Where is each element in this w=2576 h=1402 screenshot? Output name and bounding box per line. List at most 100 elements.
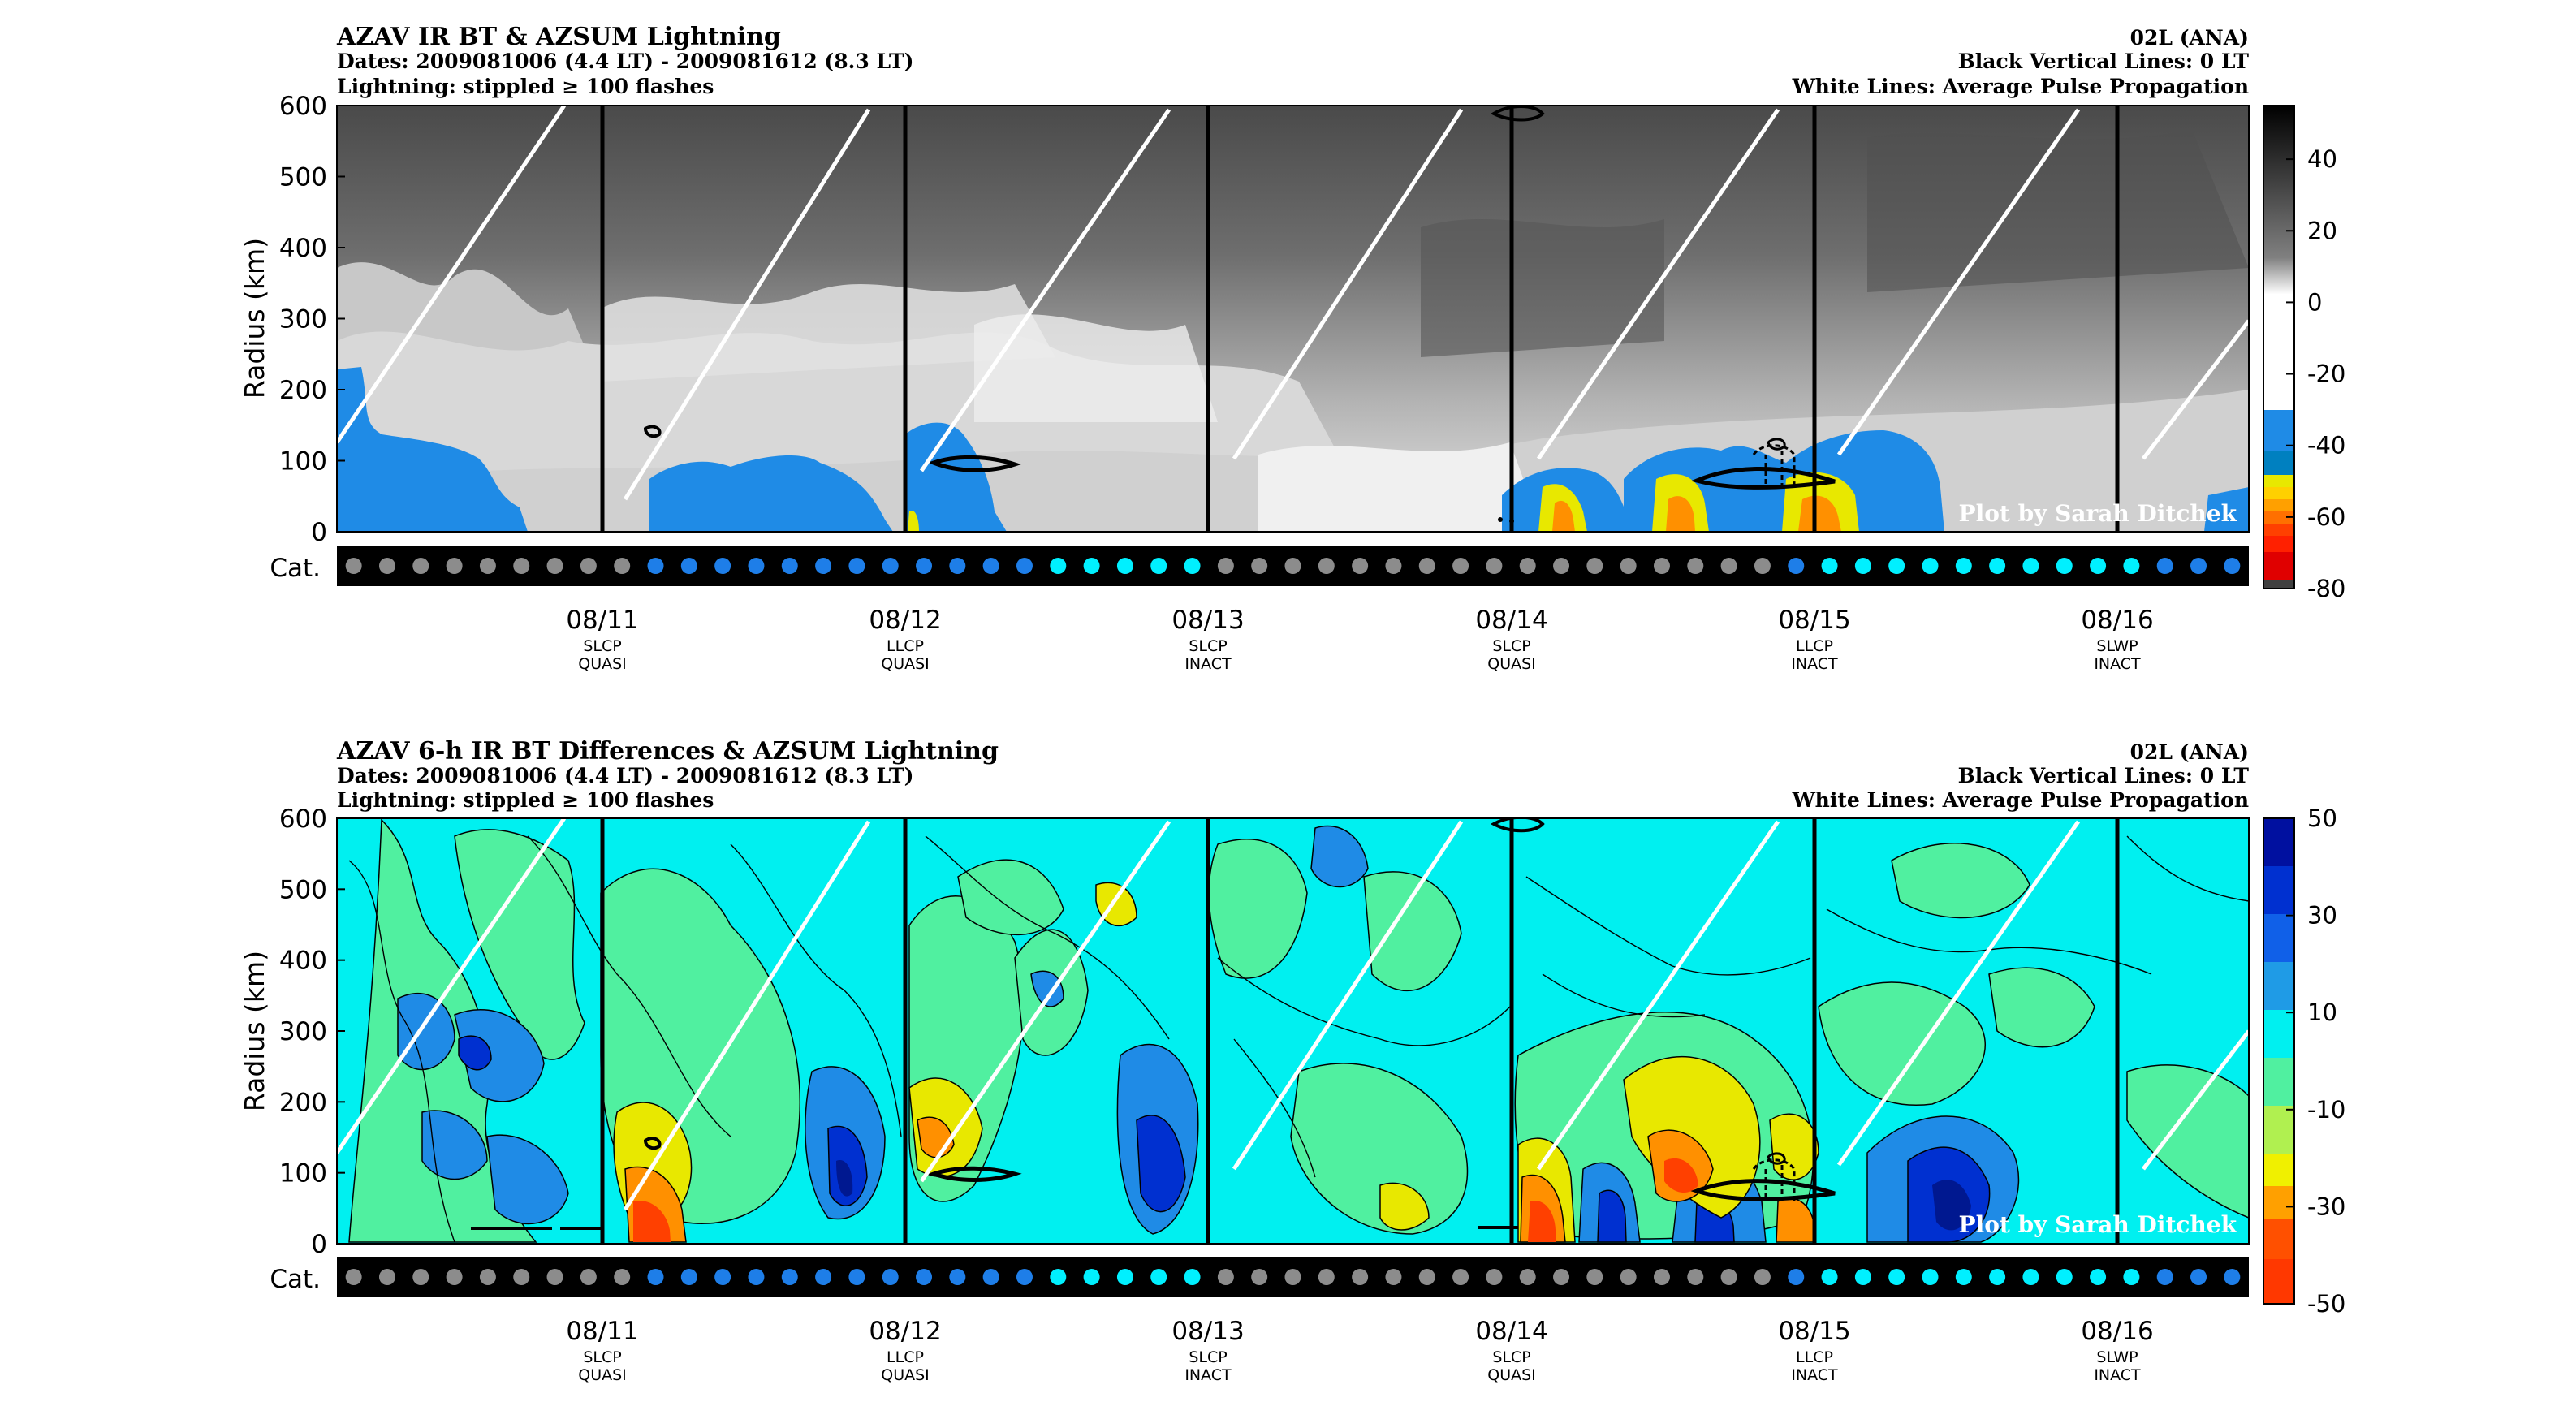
category-dot [748,558,765,574]
category-dot [580,1269,597,1285]
x-tick-activity: INACT [1184,1366,1232,1384]
category-dot [513,558,530,574]
category-dot [446,1269,463,1285]
category-dot [1016,558,1033,574]
category-dot [848,1269,865,1285]
category-dot [1352,1269,1369,1285]
category-dot [1922,558,1939,574]
x-tick-category: SLWP [2096,637,2138,655]
category-dot [1486,558,1503,574]
y-tick-label: 600 [279,805,327,834]
chart-storm-name: 02L (ANA) [2130,740,2249,764]
category-dot [1251,558,1268,574]
category-dots [345,1269,2241,1285]
category-dot [2090,1269,2107,1285]
category-dot [815,558,832,574]
category-dot [1720,1269,1737,1285]
category-dot [1720,558,1737,574]
category-dot [614,1269,631,1285]
colorbar-tick-label: 50 [2307,805,2337,832]
category-dot [2190,558,2207,574]
x-tick-date: 08/16 [2081,606,2153,635]
x-tick-activity: QUASI [881,655,930,673]
y-axis-label: Radius (km) [239,951,270,1111]
x-tick-category: SLCP [1492,637,1530,655]
category-dot [1788,1269,1805,1285]
x-tick-activity: INACT [2094,655,2141,673]
category-dot [345,1269,362,1285]
category-dot [714,1269,731,1285]
colorbar-tick-label: -10 [2307,1096,2345,1124]
chart-title: AZAV 6-h IR BT Differences & AZSUM Light… [336,737,999,766]
y-tick-label: 200 [279,376,327,405]
category-dot [1620,1269,1637,1285]
category-dot [1050,1269,1067,1285]
category-dot [1586,1269,1603,1285]
category-dot [1217,1269,1234,1285]
x-tick-activity: QUASI [1487,1366,1536,1384]
category-dot [479,558,496,574]
chart-legend-black-lines: Black Vertical Lines: 0 LT [1958,764,2250,787]
category-dot [1284,558,1301,574]
category-dot [1754,1269,1771,1285]
category-dot [1251,1269,1268,1285]
y-tick-label: 400 [279,947,327,976]
y-tick-label: 100 [279,447,327,477]
x-tick-category: SLCP [1189,1348,1227,1366]
category-dot [647,1269,664,1285]
x-tick-date: 08/11 [566,1317,638,1346]
category-dot [1116,558,1133,574]
credit-text: Plot by Sarah Ditchek [1959,500,2237,527]
x-tick-date: 08/15 [1778,606,1850,635]
y-tick-label: 400 [279,234,327,263]
x-tick-category: LLCP [1796,637,1833,655]
x-tick-category: LLCP [1796,1348,1833,1366]
x-tick-date: 08/14 [1475,606,1547,635]
category-dot [2022,1269,2039,1285]
colorbar: 50 30 10 -10 -30 -50 [2263,805,2345,1318]
x-tick-category: SLCP [1492,1348,1530,1366]
x-tick-date: 08/12 [869,1317,941,1346]
chart-storm-name: 02L (ANA) [2130,26,2249,50]
category-dot [1653,1269,1670,1285]
x-tick-category: LLCP [887,1348,924,1366]
category-dots [345,558,2241,574]
x-tick-category: SLCP [583,637,621,655]
category-dot [2224,558,2241,574]
category-dot [479,1269,496,1285]
category-dot [1016,1269,1033,1285]
x-tick-date: 08/16 [2081,1317,2153,1346]
category-dot [345,558,362,574]
category-dot [1385,558,1402,574]
category-dot [2190,1269,2207,1285]
category-dot [1385,1269,1402,1285]
category-dot [412,1269,429,1285]
x-tick-date: 08/14 [1475,1317,1547,1346]
y-tick-label: 100 [279,1159,327,1188]
y-tick-label: 300 [279,1017,327,1046]
category-dot [2123,1269,2140,1285]
category-dot [2224,1269,2241,1285]
category-dot [1083,1269,1100,1285]
colorbar-tick-label: 10 [2307,999,2337,1026]
category-dot [949,558,966,574]
x-tick-date: 08/13 [1171,1317,1244,1346]
y-tick-label: 0 [311,518,327,547]
y-tick-label: 500 [279,163,327,192]
x-tick-date: 08/15 [1778,1317,1850,1346]
category-dot [1452,1269,1469,1285]
category-dot [1150,558,1167,574]
category-label: Cat. [270,554,321,583]
category-dot [781,1269,798,1285]
category-dot [2156,1269,2173,1285]
category-dot [1821,558,1838,574]
chart-legend-white-lines: White Lines: Average Pulse Propagation [1792,788,2249,812]
colorbar-tick-label: 40 [2307,145,2337,173]
category-dot [1352,558,1369,574]
category-dot [882,1269,899,1285]
x-tick-activity: QUASI [1487,655,1536,673]
category-dot [1854,1269,1871,1285]
category-dot [1687,1269,1704,1285]
panel-ir-bt: AZAV IR BT & AZSUM Lightning Dates: 2009… [239,23,2345,673]
